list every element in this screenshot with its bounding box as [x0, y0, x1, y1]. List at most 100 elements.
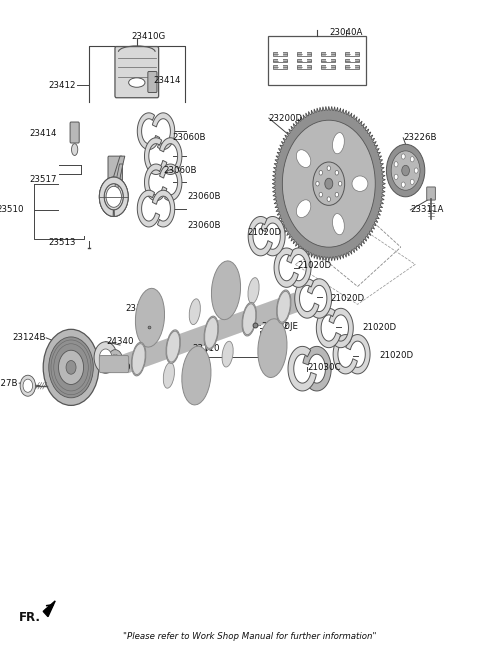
Text: 23410G: 23410G [132, 31, 166, 41]
Ellipse shape [129, 78, 145, 87]
Circle shape [316, 181, 319, 186]
Circle shape [313, 162, 345, 205]
Text: 23060B: 23060B [173, 133, 206, 142]
Ellipse shape [163, 362, 174, 388]
Circle shape [319, 171, 323, 175]
Ellipse shape [222, 341, 233, 367]
Bar [302, 59, 307, 62]
Ellipse shape [72, 144, 78, 155]
Circle shape [410, 157, 414, 162]
Text: 23517: 23517 [29, 175, 57, 184]
Polygon shape [113, 164, 123, 197]
Circle shape [106, 186, 121, 207]
Circle shape [401, 182, 405, 187]
Bar [298, 52, 311, 56]
Ellipse shape [182, 346, 211, 405]
Bar [322, 52, 335, 56]
Ellipse shape [276, 290, 291, 323]
Ellipse shape [296, 200, 311, 218]
Ellipse shape [242, 302, 256, 336]
Circle shape [59, 350, 84, 384]
Circle shape [327, 197, 331, 201]
Circle shape [43, 329, 99, 405]
Circle shape [20, 375, 36, 396]
Bar [322, 66, 335, 69]
Bar [274, 66, 287, 69]
Polygon shape [316, 308, 340, 348]
Ellipse shape [242, 304, 256, 335]
Polygon shape [333, 335, 357, 374]
Bar [298, 66, 311, 69]
Polygon shape [99, 177, 128, 216]
Text: 21020D: 21020D [298, 260, 332, 270]
Polygon shape [144, 138, 167, 174]
Circle shape [327, 166, 331, 171]
Polygon shape [99, 177, 128, 216]
Text: "Please refer to Work Shop Manual for further information": "Please refer to Work Shop Manual for fu… [123, 632, 376, 641]
Ellipse shape [166, 330, 180, 363]
Polygon shape [137, 190, 160, 227]
FancyBboxPatch shape [99, 356, 129, 373]
Polygon shape [110, 156, 125, 187]
Polygon shape [152, 113, 175, 150]
Text: 23200D: 23200D [269, 113, 303, 123]
Circle shape [414, 168, 418, 173]
Ellipse shape [204, 316, 218, 350]
Circle shape [99, 177, 128, 216]
Bar [278, 52, 283, 56]
Circle shape [394, 161, 398, 167]
Bar [278, 59, 283, 62]
Circle shape [23, 379, 33, 392]
Text: 23226B: 23226B [403, 133, 437, 142]
Ellipse shape [258, 319, 287, 377]
Text: 23127B: 23127B [0, 379, 18, 388]
Polygon shape [248, 216, 272, 256]
Polygon shape [303, 346, 331, 391]
Bar [326, 52, 331, 56]
Circle shape [410, 179, 414, 184]
Text: 23124B: 23124B [12, 333, 46, 342]
Polygon shape [152, 190, 175, 227]
Polygon shape [308, 279, 332, 318]
Circle shape [338, 181, 342, 186]
FancyBboxPatch shape [148, 72, 157, 92]
Text: 23513: 23513 [48, 238, 76, 247]
Circle shape [66, 361, 76, 374]
Text: 23222: 23222 [262, 322, 289, 331]
Ellipse shape [333, 214, 344, 235]
Polygon shape [137, 113, 160, 150]
Bar [350, 59, 355, 62]
Ellipse shape [204, 318, 218, 348]
Circle shape [394, 174, 398, 180]
Ellipse shape [277, 291, 290, 322]
Bar [322, 59, 335, 62]
Polygon shape [43, 601, 55, 617]
Text: 21020D: 21020D [379, 351, 413, 360]
Ellipse shape [211, 261, 240, 319]
Bar [350, 66, 355, 69]
Ellipse shape [189, 299, 200, 325]
Text: 23414: 23414 [29, 129, 57, 138]
Text: FR.: FR. [19, 611, 41, 625]
FancyBboxPatch shape [427, 187, 435, 200]
Polygon shape [272, 106, 385, 261]
Bar [268, 36, 366, 85]
Polygon shape [159, 164, 182, 201]
Bar [326, 59, 331, 62]
Circle shape [335, 192, 338, 197]
Circle shape [386, 144, 425, 197]
Text: 23412: 23412 [48, 81, 76, 90]
Polygon shape [287, 248, 311, 287]
Bar [298, 59, 311, 62]
Circle shape [111, 354, 119, 365]
Text: 23040A: 23040A [329, 28, 362, 37]
Bar [350, 52, 355, 56]
Ellipse shape [296, 150, 311, 167]
Polygon shape [274, 248, 298, 287]
Polygon shape [295, 279, 319, 318]
Text: 23510: 23510 [0, 205, 24, 215]
Ellipse shape [135, 289, 165, 347]
Circle shape [325, 178, 333, 189]
Circle shape [391, 151, 420, 190]
Bar [346, 59, 359, 62]
